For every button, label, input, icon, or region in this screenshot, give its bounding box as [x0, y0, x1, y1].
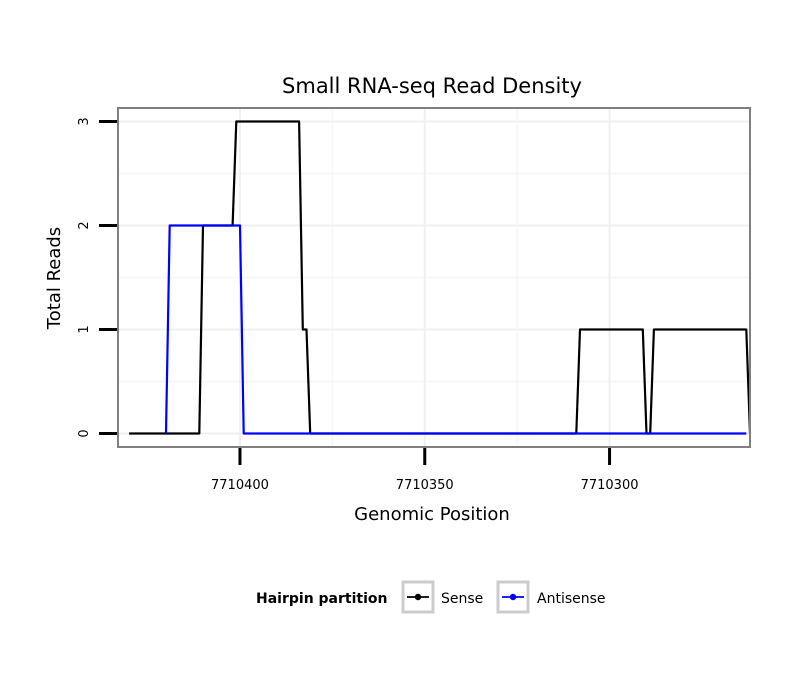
legend-item-antisense[interactable]: Antisense	[496, 580, 606, 614]
series-lines	[129, 120, 752, 435]
y-axis-title: Total Reads	[44, 227, 65, 330]
legend-title: Hairpin partition	[256, 591, 387, 607]
legend: Hairpin partition Sense Antisense	[256, 580, 606, 614]
legend-swatch-dot-antisense	[509, 593, 517, 601]
x-axis-title: Genomic Position	[354, 504, 510, 525]
legend-label-antisense: Antisense	[537, 591, 606, 607]
plot-panel-border	[117, 107, 751, 448]
y-tick-label-0: 0	[77, 429, 92, 437]
x-tick-label-2: 7710300	[581, 478, 639, 493]
legend-label-sense: Sense	[441, 591, 483, 607]
x-tick-label-0: 7710400	[211, 478, 269, 493]
x-axis: 7710400 7710350 7710300	[211, 448, 639, 493]
legend-item-sense[interactable]: Sense	[401, 580, 483, 614]
legend-swatch-dot-sense	[414, 593, 422, 601]
chart-title: Small RNA-seq Read Density	[282, 74, 582, 98]
y-tick-label-2: 2	[77, 221, 92, 229]
y-tick-label-1: 1	[77, 325, 92, 333]
y-axis: 0 1 2 3	[77, 117, 117, 438]
y-tick-label-3: 3	[77, 117, 92, 125]
x-tick-label-1: 7710350	[396, 478, 454, 493]
series-line-antisense	[164, 224, 747, 435]
